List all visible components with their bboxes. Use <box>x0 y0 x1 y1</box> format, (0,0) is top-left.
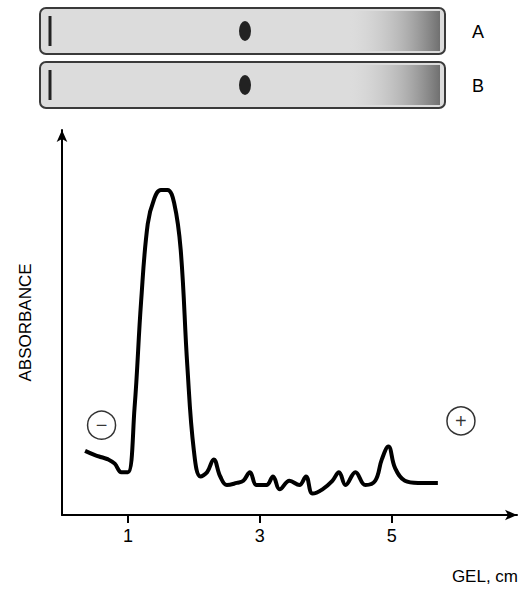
svg-text:GEL, cm: GEL, cm <box>452 567 518 586</box>
svg-text:B: B <box>472 76 484 96</box>
svg-text:1: 1 <box>123 526 133 546</box>
svg-text:3: 3 <box>255 526 265 546</box>
svg-text:−: − <box>96 414 108 436</box>
svg-text:+: + <box>455 410 467 432</box>
svg-text:5: 5 <box>387 526 397 546</box>
svg-text:A: A <box>472 22 484 42</box>
svg-text:ABSORBANCE: ABSORBANCE <box>16 263 35 381</box>
